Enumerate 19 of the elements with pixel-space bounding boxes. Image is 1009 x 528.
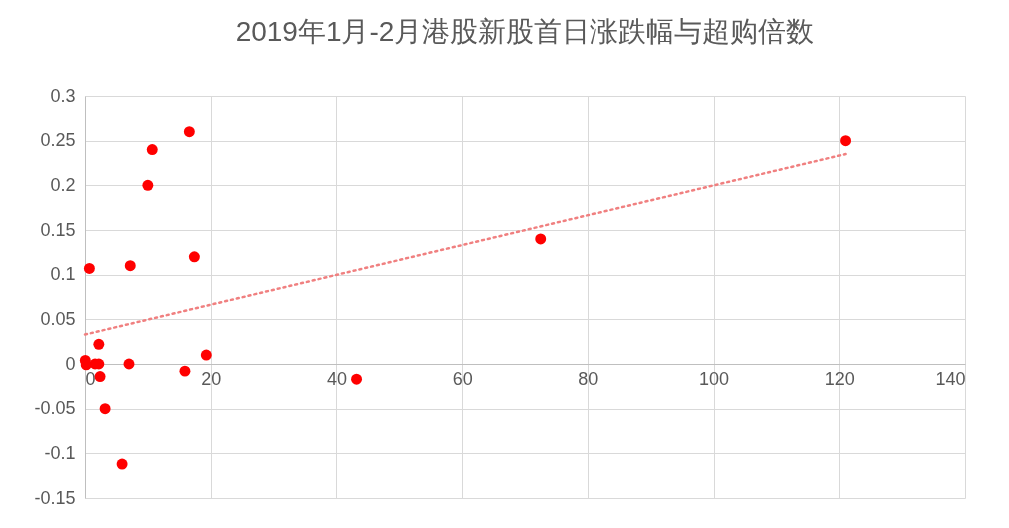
y-tick-label: -0.05	[34, 398, 76, 419]
x-tick-label: 100	[699, 368, 730, 389]
y-tick-label: 0.05	[40, 308, 76, 329]
x-tick-label: 0	[85, 368, 96, 389]
y-tick-label: 0	[65, 353, 76, 374]
chart-title: 2019年1月-2月港股新股首日涨跌幅与超购倍数	[235, 16, 815, 47]
y-tick-label: 0.2	[50, 174, 76, 195]
x-tick-label: 20	[201, 368, 222, 389]
y-tick-label: -0.1	[44, 442, 76, 463]
y-tick-label: 0.15	[40, 219, 76, 240]
y-tick-label: -0.15	[34, 487, 76, 508]
y-tick-label: 0.3	[50, 85, 76, 106]
x-tick-label: 140	[935, 368, 966, 389]
y-tick-label: 0.25	[40, 130, 76, 151]
x-tick-label: 80	[578, 368, 599, 389]
x-tick-label: 120	[824, 368, 855, 389]
x-tick-label: 60	[452, 368, 473, 389]
x-tick-label: 40	[326, 368, 347, 389]
y-tick-label: 0.1	[50, 264, 76, 285]
